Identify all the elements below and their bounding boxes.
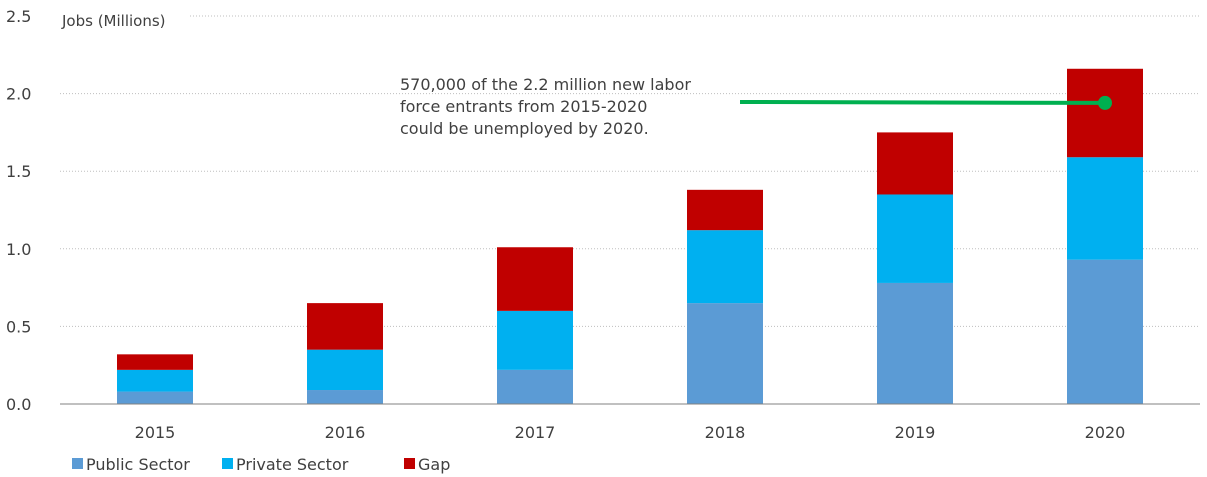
legend-swatch	[72, 458, 83, 469]
bar-private-sector-2019	[877, 194, 953, 283]
gridlines	[60, 15, 1200, 327]
legend-swatch	[404, 458, 415, 469]
legend: Public Sector Private Sector Gap	[72, 455, 450, 474]
bar-private-sector-2018	[687, 230, 763, 304]
bar-private-sector-2015	[117, 369, 193, 392]
legend-label: Public Sector	[86, 455, 190, 474]
y-tick-label: 0.0	[6, 395, 31, 414]
bar-public-sector-2020	[1067, 259, 1143, 404]
bar-private-sector-2020	[1067, 157, 1143, 260]
bar-private-sector-2016	[307, 349, 383, 391]
legend-item-private-sector: Private Sector	[222, 455, 349, 474]
annotation-pointer-dot	[1098, 95, 1112, 110]
annotation-text: force entrants from 2015-2020	[400, 97, 647, 116]
annotation: 570,000 of the 2.2 million new labor forc…	[400, 75, 1112, 138]
x-tick-label: 2015	[135, 423, 176, 442]
bar-public-sector-2017	[497, 369, 573, 404]
x-tick-labels: 2015 2016 2017 2018 2019 2020	[135, 423, 1126, 442]
y-tick-label: 0.5	[6, 317, 31, 336]
y-tick-label: 1.5	[6, 162, 31, 181]
x-tick-label: 2016	[325, 423, 366, 442]
y-tick-label: 2.5	[6, 7, 31, 26]
x-tick-label: 2017	[515, 423, 556, 442]
y-tick-label: 2.0	[6, 85, 31, 104]
legend-swatch	[222, 458, 233, 469]
bar-gap-2020	[1067, 68, 1143, 158]
legend-item-public-sector: Public Sector	[72, 455, 190, 474]
bar-gap-2016	[307, 303, 383, 350]
y-axis-title: Jobs (Millions)	[61, 12, 166, 30]
bar-public-sector-2019	[877, 282, 953, 404]
x-tick-label: 2018	[705, 423, 746, 442]
annotation-pointer-line	[739, 100, 1106, 105]
bar-public-sector-2015	[117, 391, 193, 404]
bar-private-sector-2017	[497, 310, 573, 370]
y-axis: 0.0 0.5 1.0 1.5 2.0 2.5	[6, 7, 31, 414]
y-tick-label: 1.0	[6, 240, 31, 259]
x-tick-label: 2020	[1085, 423, 1126, 442]
bar-gap-2019	[877, 132, 953, 195]
bar-gap-2017	[497, 247, 573, 311]
bar-gap-2015	[117, 354, 193, 370]
bars	[117, 68, 1143, 404]
annotation-text: 570,000 of the 2.2 million new labor	[400, 75, 691, 94]
bar-public-sector-2016	[307, 390, 383, 404]
bar-gap-2018	[687, 189, 763, 231]
legend-item-gap: Gap	[404, 455, 450, 474]
bar-public-sector-2018	[687, 303, 763, 404]
annotation-text: could be unemployed by 2020.	[400, 119, 649, 138]
legend-label: Private Sector	[236, 455, 349, 474]
legend-label: Gap	[418, 455, 450, 474]
x-tick-label: 2019	[895, 423, 936, 442]
